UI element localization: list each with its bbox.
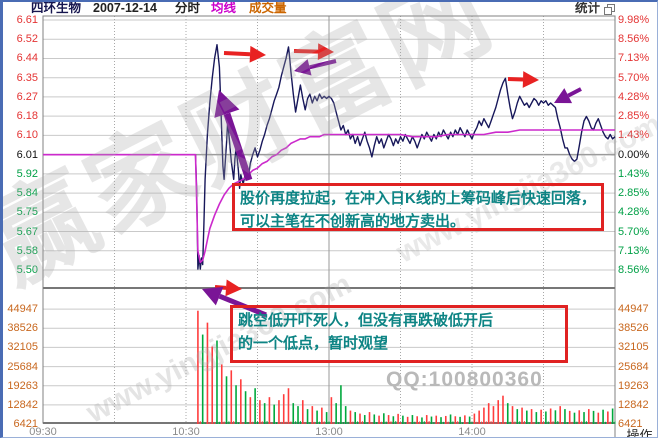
percent-axis-label: 1.43% [618,129,650,142]
layered-windows-icon[interactable] [604,4,615,15]
volume-axis-label: 12842 [618,398,649,411]
price-axis-label: 6.52 [16,33,38,46]
stats-button[interactable]: 统计 [575,1,601,15]
percent-axis-label: 4.28% [618,206,650,219]
action-label[interactable]: 操作 [626,428,653,438]
volume-axis-label: 6421 [13,418,38,430]
percent-axis-label: 4.28% [618,90,650,103]
price-axis-label: 5.75 [16,206,38,219]
percent-axis-label: 8.56% [618,264,650,276]
annotation-text-pullback: 股价再度拉起，在冲入日K线的上筹码峰后快速回落， 可以主笔在不创新高的地方卖出。 [240,190,596,230]
percent-axis-label: 2.85% [618,110,650,123]
time-axis-label: 09:30 [29,426,57,438]
percent-axis-label: 5.70% [618,225,650,238]
price-axis-label: 6.44 [16,52,38,65]
volume-axis-label: 38526 [618,322,649,335]
percent-axis-label: 7.13% [618,52,650,65]
price-axis-label: 6.18 [16,110,38,123]
price-axis-label: 6.35 [16,71,38,84]
time-axis-label: 13:00 [315,426,343,438]
annotation-box-pullback: 股价再度拉起，在冲入日K线的上筹码峰后快速回落， 可以主笔在不创新高的地方卖出。 [232,183,604,231]
percent-axis-label: 5.70% [618,71,650,84]
price-axis-label: 6.10 [16,129,38,142]
percent-axis-label: 1.43% [618,167,650,180]
volume-axis-label: 38526 [7,322,38,335]
stock-name: 四环生物 [31,1,82,15]
price-axis-label: 6.27 [16,90,38,103]
volume-axis-label: 6421 [618,418,643,430]
volume-axis-label: 32105 [7,341,38,354]
qq-contact: QQ:100800360 [386,368,543,391]
volume-axis-label: 32105 [618,341,649,354]
price-axis-label: 5.50 [16,264,38,276]
percent-axis-label: 7.13% [618,244,650,257]
price-axis-label: 5.58 [16,244,38,257]
intraday-chart [42,15,616,437]
ma-legend-label[interactable]: 均线 [211,1,237,15]
time-axis-label: 10:30 [172,426,200,438]
volume-legend-label[interactable]: 成交量 [249,1,287,15]
volume-axis-label: 44947 [7,303,38,316]
volume-axis-label: 19263 [7,379,38,392]
chart-type-label: 分时 [175,1,201,15]
volume-axis-label: 25684 [7,360,38,373]
volume-axis-label: 25684 [618,360,649,373]
chart-header: 四环生物 2007-12-14 分时 均线 成交量 统计 [3,1,657,16]
volume-axis-label: 19263 [618,379,649,392]
percent-axis-label: 2.85% [618,187,650,200]
price-axis-label: 5.67 [16,225,38,238]
price-axis-label: 5.84 [16,187,38,200]
price-axis-label: 6.61 [16,14,38,26]
annotation-box-gap-open: 跳空低开吓死人，但没有再跌破低开后 的一个低点，暂时观望 [230,305,568,363]
annotation-text-gap-open: 跳空低开吓死人，但没有再跌破低开后 的一个低点，暂时观望 [238,312,494,352]
percent-axis-label: 0.00% [618,148,650,161]
percent-axis-label: 8.56% [618,33,650,46]
volume-axis-label: 12842 [7,398,38,411]
chart-date: 2007-12-14 [93,1,157,15]
price-axis-label: 5.92 [16,167,38,180]
percent-axis-label: 9.98% [618,14,650,26]
price-axis-label: 6.01 [16,148,38,161]
volume-axis-label: 44947 [618,303,649,316]
time-axis-label: 14:00 [458,426,486,438]
